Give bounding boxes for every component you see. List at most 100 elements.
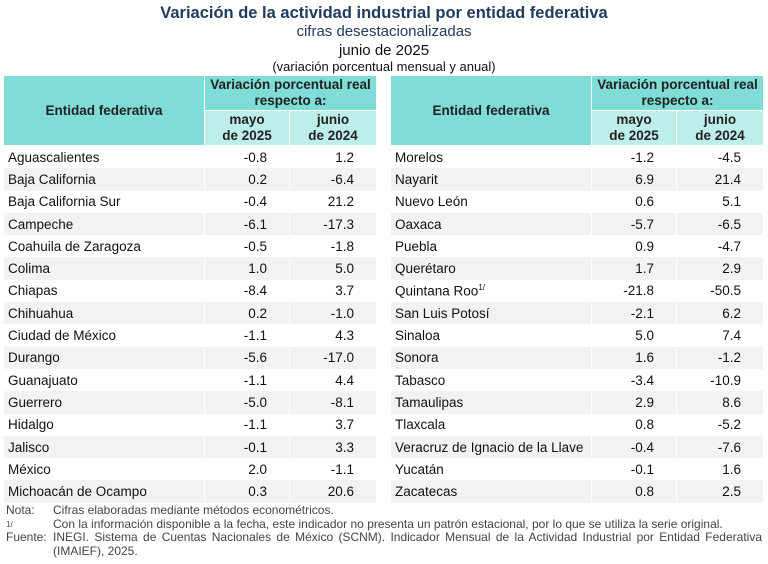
table-row: San Luis Potosí -2.1 6.2 bbox=[390, 302, 764, 325]
header-may-2025: mayo de 2025 bbox=[591, 110, 677, 146]
value-jun-2024: 3.7 bbox=[289, 413, 377, 436]
table-row: Quintana Roo1/ -21.8 -50.5 bbox=[390, 279, 764, 303]
header-group: Variación porcentual real respecto a: bbox=[591, 75, 764, 111]
value-may-2025: -1.1 bbox=[204, 324, 290, 347]
table-row: Aguascalientes -0.8 1.2 bbox=[3, 145, 377, 169]
value-may-2025: 1.7 bbox=[591, 257, 677, 280]
table-row: Querétaro 1.7 2.9 bbox=[390, 257, 764, 280]
nota-label: Nota: bbox=[6, 503, 35, 517]
value-may-2025: -0.8 bbox=[204, 145, 290, 169]
value-may-2025: 1.0 bbox=[204, 257, 290, 280]
value-jun-2024: 21.2 bbox=[289, 190, 377, 213]
table-row: Sonora 1.6 -1.2 bbox=[390, 346, 764, 369]
value-may-2025: -0.4 bbox=[591, 435, 677, 459]
header-jun-2024: junio de 2024 bbox=[676, 110, 764, 146]
value-jun-2024: 3.7 bbox=[289, 279, 377, 303]
entity-name: Guanajuato bbox=[3, 368, 205, 392]
table-row: Morelos -1.2 -4.5 bbox=[390, 145, 764, 169]
value-may-2025: -1.1 bbox=[204, 368, 290, 392]
table-row: Tlaxcala 0.8 -5.2 bbox=[390, 413, 764, 436]
table-row: Chiapas -8.4 3.7 bbox=[3, 279, 377, 303]
header-group: Variación porcentual real respecto a: bbox=[204, 75, 377, 111]
value-may-2025: 0.9 bbox=[591, 235, 677, 258]
table-row: Nayarit 6.9 21.4 bbox=[390, 168, 764, 191]
entity-name: Jalisco bbox=[3, 435, 205, 459]
entity-name: Querétaro bbox=[390, 257, 592, 280]
value-may-2025: 2.0 bbox=[204, 458, 290, 481]
value-may-2025: 0.2 bbox=[204, 168, 290, 191]
footnote-label: 1/ bbox=[6, 519, 13, 529]
table-row: Ciudad de México -1.1 4.3 bbox=[3, 324, 377, 347]
table-row: Hidalgo -1.1 3.7 bbox=[3, 413, 377, 436]
value-may-2025: -21.8 bbox=[591, 279, 677, 303]
table-right: Entidad federativa Variación porcentual … bbox=[390, 75, 764, 503]
table-row: Guanajuato -1.1 4.4 bbox=[3, 368, 377, 392]
source-text: INEGI. Sistema de Cuentas Nacionales de … bbox=[53, 530, 762, 558]
entity-name: Nayarit bbox=[390, 168, 592, 191]
entity-name: Zacatecas bbox=[390, 480, 592, 503]
entity-name: Michoacán de Ocampo bbox=[3, 480, 205, 503]
entity-name: Yucatán bbox=[390, 458, 592, 481]
value-jun-2024: 2.5 bbox=[676, 480, 764, 503]
entity-name: Sonora bbox=[390, 346, 592, 369]
value-may-2025: 1.6 bbox=[591, 346, 677, 369]
value-jun-2024: -1.8 bbox=[289, 235, 377, 258]
table-row: Baja California Sur -0.4 21.2 bbox=[3, 190, 377, 213]
entity-name: Baja California Sur bbox=[3, 190, 205, 213]
value-jun-2024: -8.1 bbox=[289, 391, 377, 414]
value-jun-2024: -6.4 bbox=[289, 168, 377, 191]
table-row: Tamaulipas 2.9 8.6 bbox=[390, 391, 764, 414]
entity-name: Nuevo León bbox=[390, 190, 592, 213]
entity-name: Coahuila de Zaragoza bbox=[3, 235, 205, 258]
table-row: Tabasco -3.4 -10.9 bbox=[390, 368, 764, 392]
unit-note: (variación porcentual mensual y anual) bbox=[272, 59, 496, 74]
table-row: Coahuila de Zaragoza -0.5 -1.8 bbox=[3, 235, 377, 258]
value-jun-2024: 8.6 bbox=[676, 391, 764, 414]
subtitle: cifras desestacionalizadas bbox=[296, 23, 472, 40]
value-jun-2024: -1.1 bbox=[289, 458, 377, 481]
table-row: Yucatán -0.1 1.6 bbox=[390, 458, 764, 481]
entity-name: Chiapas bbox=[3, 279, 205, 303]
value-jun-2024: -17.3 bbox=[289, 212, 377, 236]
value-may-2025: -5.6 bbox=[204, 346, 290, 369]
table-row: Colima 1.0 5.0 bbox=[3, 257, 377, 280]
value-jun-2024: 2.9 bbox=[676, 257, 764, 280]
header-entity: Entidad federativa bbox=[3, 75, 205, 146]
value-may-2025: -3.4 bbox=[591, 368, 677, 392]
entity-name: Durango bbox=[3, 346, 205, 369]
table-left: Entidad federativa Variación porcentual … bbox=[3, 75, 377, 503]
value-may-2025: -0.4 bbox=[204, 190, 290, 213]
table-row: Campeche -6.1 -17.3 bbox=[3, 212, 377, 236]
table-row: Jalisco -0.1 3.3 bbox=[3, 435, 377, 459]
value-may-2025: -2.1 bbox=[591, 302, 677, 325]
entity-name: México bbox=[3, 458, 205, 481]
value-jun-2024: -4.5 bbox=[676, 145, 764, 169]
value-jun-2024: 21.4 bbox=[676, 168, 764, 191]
entity-name: Tamaulipas bbox=[390, 391, 592, 414]
value-may-2025: -1.1 bbox=[204, 413, 290, 436]
value-jun-2024: -6.5 bbox=[676, 212, 764, 236]
value-jun-2024: 5.0 bbox=[289, 257, 377, 280]
value-jun-2024: -10.9 bbox=[676, 368, 764, 392]
entity-name: Campeche bbox=[3, 212, 205, 236]
table-row: Zacatecas 0.8 2.5 bbox=[390, 480, 764, 503]
nota-text: Cifras elaboradas mediante métodos econo… bbox=[53, 503, 334, 517]
value-may-2025: -6.1 bbox=[204, 212, 290, 236]
entity-name: Veracruz de Ignacio de la Llave bbox=[390, 435, 592, 459]
value-jun-2024: -5.2 bbox=[676, 413, 764, 436]
value-jun-2024: -50.5 bbox=[676, 279, 764, 303]
value-may-2025: -0.5 bbox=[204, 235, 290, 258]
value-jun-2024: -1.2 bbox=[676, 346, 764, 369]
value-may-2025: 0.8 bbox=[591, 413, 677, 436]
value-may-2025: 0.6 bbox=[591, 190, 677, 213]
notes: Nota: Cifras elaboradas mediante métodos … bbox=[6, 503, 762, 558]
value-jun-2024: -17.0 bbox=[289, 346, 377, 369]
header-entity: Entidad federativa bbox=[390, 75, 592, 146]
value-jun-2024: -7.6 bbox=[676, 435, 764, 459]
entity-name: Oaxaca bbox=[390, 212, 592, 236]
value-may-2025: 0.8 bbox=[591, 480, 677, 503]
table-row: Durango -5.6 -17.0 bbox=[3, 346, 377, 369]
table-row: Puebla 0.9 -4.7 bbox=[390, 235, 764, 258]
value-jun-2024: 3.3 bbox=[289, 435, 377, 459]
value-jun-2024: -4.7 bbox=[676, 235, 764, 258]
